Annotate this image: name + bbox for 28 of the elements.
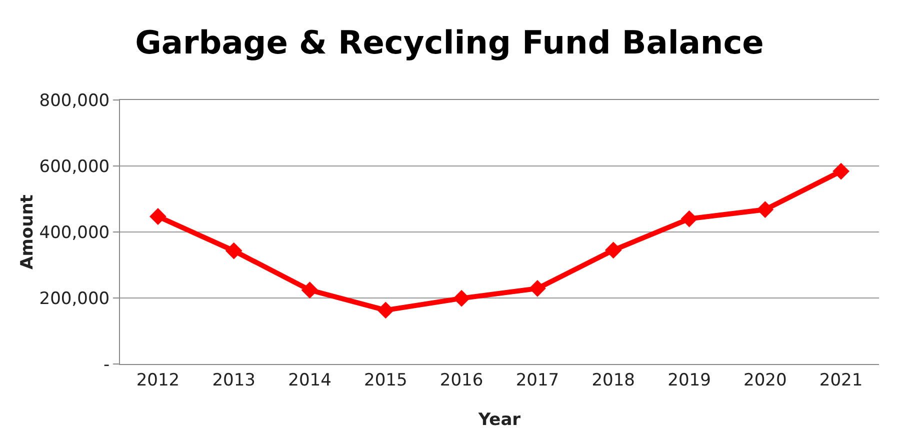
x-tick-label: 2017 — [516, 370, 560, 390]
point — [150, 208, 166, 225]
x-tick-label: 2019 — [668, 370, 711, 390]
x-axis-title: Year — [477, 410, 522, 430]
x-tick-label: 2013 — [212, 370, 256, 390]
y-tick-label: 600,000 — [39, 156, 110, 177]
x-tick-label: 2016 — [440, 370, 484, 390]
point — [680, 210, 698, 228]
point — [529, 280, 546, 297]
chart-title: Garbage & Recycling Fund Balance — [135, 23, 764, 62]
x-tick-label: 2018 — [592, 370, 635, 390]
x-tick-label: 2021 — [819, 370, 863, 390]
y-tick-label: 800,000 — [39, 90, 110, 111]
point — [225, 242, 242, 260]
y-axis-title: Amount — [17, 194, 38, 270]
point — [604, 242, 622, 259]
point — [832, 162, 850, 180]
point — [756, 201, 774, 218]
point — [301, 282, 318, 299]
x-tick-label: 2014 — [288, 370, 332, 390]
y-tick-label: 400,000 — [39, 222, 110, 243]
y-tick-label: - — [103, 354, 110, 375]
point — [377, 302, 394, 319]
x-tick-label: 2012 — [136, 370, 180, 390]
x-tick-label: 2020 — [744, 370, 787, 390]
x-tick-label: 2015 — [364, 370, 408, 390]
y-tick-label: 200,000 — [39, 288, 110, 309]
point — [453, 290, 470, 307]
